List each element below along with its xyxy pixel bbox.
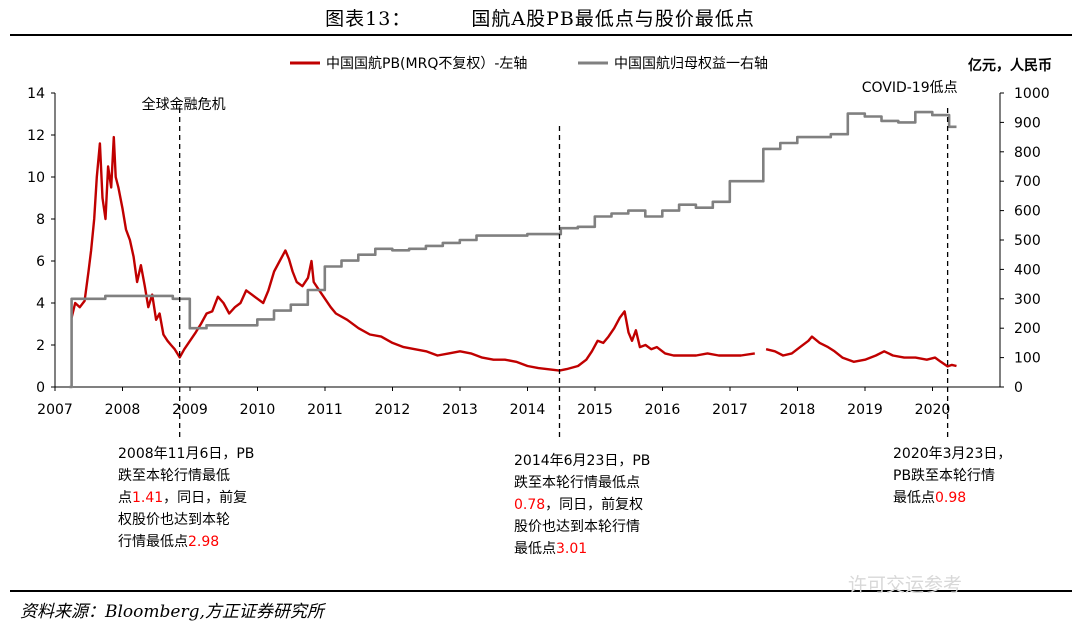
highlight-value: 2.98 <box>188 534 219 550</box>
x-tick-label: 2012 <box>375 402 411 418</box>
x-tick-label: 2016 <box>645 402 681 418</box>
left-tick-label: 14 <box>27 86 45 102</box>
right-axis-unit-label: 亿元，人民币 <box>968 57 1052 74</box>
x-tick-label: 2020 <box>915 402 951 418</box>
x-tick-label: 2010 <box>240 402 276 418</box>
marker-label-covid: COVID-19低点 <box>862 80 958 96</box>
x-tick-label: 2007 <box>37 402 73 418</box>
annotation-text: 2008年11月6日，PB <box>118 446 254 462</box>
note-2008-line: 行情最低点2.98 <box>118 534 219 550</box>
right-tick-label: 200 <box>1014 321 1041 337</box>
right-tick-label: 1000 <box>1014 86 1050 102</box>
x-tick-label: 2019 <box>847 402 883 418</box>
bottom-rule <box>10 590 1072 592</box>
x-tick-label: 2015 <box>577 402 613 418</box>
left-tick-label: 4 <box>36 296 45 312</box>
x-tick-label: 2013 <box>442 402 478 418</box>
note-2020-line: 最低点0.98 <box>893 490 966 506</box>
annotation-text: 股价也达到本轮行情 <box>514 519 640 535</box>
highlight-value: 0.78 <box>514 497 545 513</box>
right-tick-label: 300 <box>1014 292 1041 308</box>
left-tick-label: 12 <box>27 128 45 144</box>
note-2014-line: 跌至本轮行情最低点 <box>514 475 640 491</box>
figure-title: 图表13： 国航A股PB最低点与股价最低点 <box>0 4 1080 31</box>
annotation-text: 2014年6月23日，PB <box>514 453 650 469</box>
x-tick-label: 2018 <box>780 402 816 418</box>
annotation-text: ，同日，前复 <box>163 489 247 506</box>
annotation-text: 跌至本轮行情最低 <box>118 468 230 484</box>
left-tick-label: 2 <box>36 338 45 354</box>
annotation-text: PB跌至本轮行情 <box>893 468 995 484</box>
annotation-text: 行情最低点 <box>118 534 188 550</box>
highlight-value: 3.01 <box>556 541 587 557</box>
note-2008-line: 点1.41，同日，前复 <box>118 489 247 506</box>
x-tick-label: 2017 <box>712 402 748 418</box>
annotation-text: 最低点 <box>893 490 935 506</box>
right-tick-label: 900 <box>1014 115 1041 131</box>
x-tick-label: 2014 <box>510 402 546 418</box>
right-tick-label: 400 <box>1014 262 1041 278</box>
annotation-text: 权股价也达到本轮 <box>118 512 230 528</box>
right-tick-label: 500 <box>1014 233 1041 249</box>
annotation-text: ，同日，前复权 <box>545 496 643 513</box>
legend-label-2: 中国国航归母权益一右轴 <box>614 55 768 72</box>
top-rule <box>10 34 1072 36</box>
right-tick-label: 800 <box>1014 145 1041 161</box>
note-2014-line: 2014年6月23日，PB <box>514 453 650 469</box>
watermark: 许可交运参考 <box>848 574 963 596</box>
annotation-text: 最低点 <box>514 541 556 557</box>
figure-label: 图表13： <box>325 8 412 30</box>
note-2020-line: 2020年3月23日， <box>893 446 1011 462</box>
source-note: 资料来源：Bloomberg,方正证券研究所 <box>20 602 324 622</box>
note-2008-line: 跌至本轮行情最低 <box>118 468 230 484</box>
note-2014-line: 0.78，同日，前复权 <box>514 496 643 513</box>
right-tick-label: 100 <box>1014 351 1041 367</box>
figure-title-text: 国航A股PB最低点与股价最低点 <box>471 8 755 30</box>
series-line-pb <box>70 135 957 372</box>
left-tick-label: 8 <box>36 212 45 228</box>
note-2008-line: 权股价也达到本轮 <box>118 512 230 528</box>
highlight-value: 0.98 <box>935 490 966 506</box>
left-tick-label: 10 <box>27 170 45 186</box>
right-tick-label: 700 <box>1014 174 1041 190</box>
left-tick-label: 6 <box>36 254 45 270</box>
note-2014-line: 股价也达到本轮行情 <box>514 519 640 535</box>
annotation-text: 点 <box>118 490 132 506</box>
series-line-equity <box>69 110 957 389</box>
right-tick-label: 0 <box>1014 380 1023 396</box>
annotation-text: 跌至本轮行情最低点 <box>514 475 640 491</box>
highlight-value: 1.41 <box>132 490 163 506</box>
note-2020-line: PB跌至本轮行情 <box>893 468 995 484</box>
x-tick-label: 2008 <box>105 402 141 418</box>
right-tick-label: 600 <box>1014 204 1041 220</box>
x-tick-label: 2011 <box>307 402 343 418</box>
note-2008-line: 2008年11月6日，PB <box>118 446 254 462</box>
x-tick-label: 2009 <box>172 402 208 418</box>
legend-label-1: 中国国航PB(MRQ不复权）-左轴 <box>326 55 527 72</box>
marker-label-gfc: 全球金融危机 <box>142 96 226 113</box>
left-tick-label: 0 <box>36 380 45 396</box>
note-2014-line: 最低点3.01 <box>514 541 587 557</box>
annotation-text: 2020年3月23日， <box>893 446 1011 462</box>
